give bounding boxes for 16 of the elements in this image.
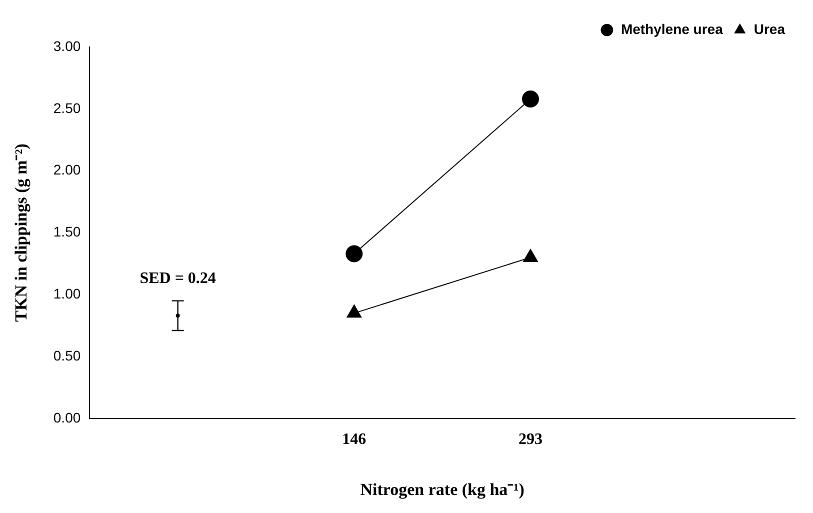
x-tick-label: 293 (518, 431, 542, 448)
y-tick-label: 2.50 (53, 100, 81, 116)
x-axis-title: Nitrogen rate (kg ha⁻¹) (360, 480, 524, 500)
legend-label: Methylene urea (620, 20, 724, 37)
y-tick-label: 1.00 (53, 285, 81, 302)
y-tick-label: 2.00 (53, 162, 81, 178)
legend-label: Urea (754, 20, 786, 37)
y-tick-label: 0.50 (53, 347, 81, 364)
y-tick-label: 0.00 (53, 409, 81, 426)
y-tick-label: 3.00 (53, 38, 81, 54)
point (522, 90, 539, 108)
y-axis-title: TKN in clippings (g m⁻²) (12, 144, 31, 322)
x-tick-label: 146 (342, 431, 366, 448)
y-tick-label: 1.50 (53, 224, 81, 240)
point (346, 245, 363, 262)
annotation: SED = 0.24 (140, 270, 216, 287)
